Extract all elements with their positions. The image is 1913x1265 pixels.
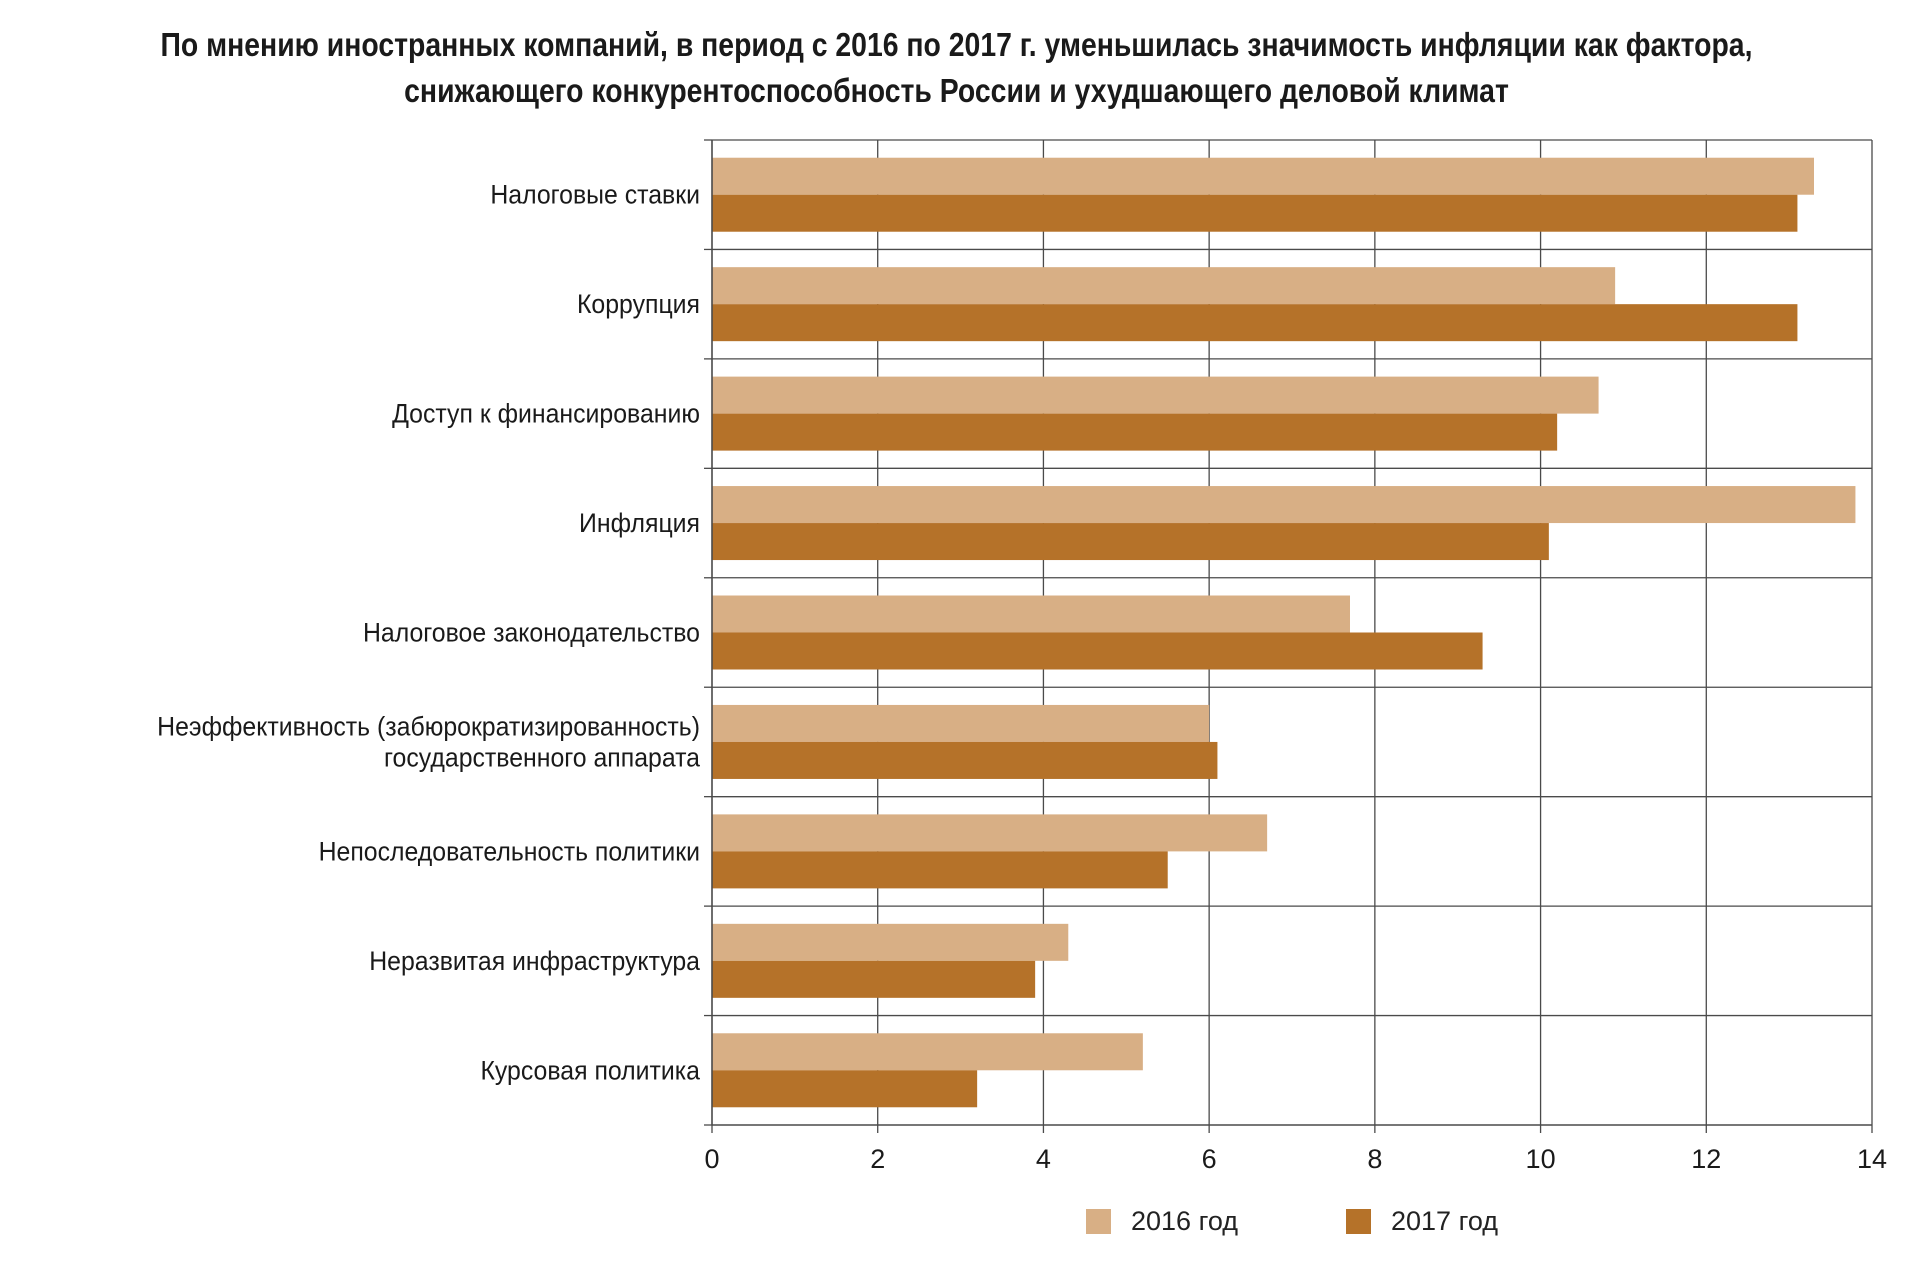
category-label: государственного аппарата [384, 744, 700, 773]
bar-2016 [712, 923, 1069, 961]
bar-2016 [712, 486, 1856, 524]
bar-2016 [712, 1033, 1143, 1071]
legend-label-2017: 2017 год [1391, 1206, 1498, 1236]
category-label: Коррупция [577, 290, 700, 319]
bar-2017 [712, 523, 1549, 561]
x-tick-label: 8 [1367, 1144, 1382, 1174]
bar-2016 [712, 814, 1268, 852]
chart-title: По мнению иностранных компаний, в период… [134, 22, 1779, 114]
bar-2017 [712, 851, 1168, 889]
bar-2017 [712, 413, 1558, 451]
x-tick-label: 14 [1857, 1144, 1887, 1174]
legend-swatch-2017 [1346, 1209, 1371, 1234]
chart-title-line-1: По мнению иностранных компаний, в период… [160, 26, 1753, 63]
category-label: Инфляция [579, 509, 700, 538]
category-label: Налоговые ставки [490, 181, 700, 210]
bar-2017 [712, 741, 1218, 779]
category-label: Доступ к финансированию [392, 400, 700, 429]
category-label: Неразвитая инфраструктура [369, 947, 700, 976]
category-label: Курсовая политика [480, 1056, 700, 1085]
bar-2017 [712, 1070, 978, 1108]
category-label: Налоговое законодательство [363, 619, 700, 648]
bar-2016 [712, 157, 1814, 195]
chart-title-line-2: снижающего конкурентоспособность России … [404, 72, 1509, 109]
x-tick-label: 12 [1691, 1144, 1721, 1174]
bar-2016 [712, 704, 1210, 742]
bar-2016 [712, 267, 1616, 305]
bar-2016 [712, 595, 1350, 633]
x-tick-label: 6 [1202, 1144, 1217, 1174]
bar-2017 [712, 304, 1798, 342]
legend-swatch-2016 [1086, 1209, 1111, 1234]
x-tick-label: 4 [1036, 1144, 1051, 1174]
x-tick-label: 2 [870, 1144, 885, 1174]
legend-label-2016: 2016 год [1131, 1206, 1238, 1236]
x-tick-label: 10 [1526, 1144, 1556, 1174]
bar-2016 [712, 376, 1599, 414]
category-label: Неэффективность (забюрократизированность… [157, 713, 700, 742]
x-tick-label: 0 [704, 1144, 719, 1174]
bar-2017 [712, 632, 1483, 670]
category-label: Непоследовательность политики [319, 837, 700, 866]
bar-2017 [712, 194, 1798, 232]
bar-2017 [712, 960, 1036, 998]
